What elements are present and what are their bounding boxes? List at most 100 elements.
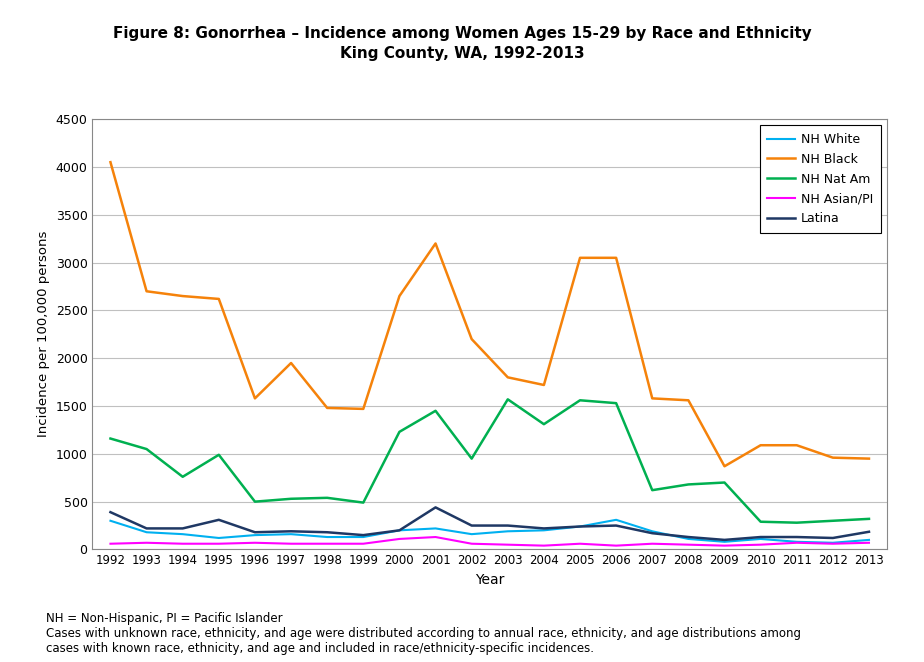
NH White: [322, 533, 333, 541]
NH Black: [719, 462, 730, 470]
NH Black: [322, 404, 333, 412]
NH White: [539, 526, 550, 534]
NH White: [611, 516, 622, 524]
NH Black: [863, 455, 874, 463]
NH Nat Am: [213, 451, 225, 459]
NH White: [430, 524, 441, 532]
NH Black: [539, 381, 550, 389]
NH Nat Am: [358, 498, 369, 506]
Latina: [105, 508, 116, 516]
NH Black: [286, 359, 297, 367]
Latina: [683, 533, 694, 541]
NH White: [286, 530, 297, 538]
NH White: [683, 535, 694, 543]
NH White: [466, 530, 477, 538]
NH Nat Am: [286, 495, 297, 502]
NH Nat Am: [249, 498, 261, 506]
NH Asian/PI: [213, 540, 225, 547]
NH White: [827, 539, 838, 547]
Latina: [575, 522, 586, 530]
NH Nat Am: [539, 420, 550, 428]
NH Asian/PI: [105, 540, 116, 547]
NH Black: [503, 373, 514, 381]
Latina: [827, 534, 838, 542]
NH Nat Am: [466, 455, 477, 463]
NH Asian/PI: [755, 541, 766, 549]
NH Nat Am: [141, 445, 152, 453]
NH White: [791, 538, 802, 545]
NH Black: [791, 442, 802, 449]
NH Asian/PI: [286, 540, 297, 547]
NH White: [575, 522, 586, 530]
NH Asian/PI: [683, 541, 694, 549]
Latina: [466, 522, 477, 530]
NH Nat Am: [719, 479, 730, 487]
NH Nat Am: [394, 428, 405, 436]
NH Nat Am: [430, 407, 441, 415]
Latina: [503, 522, 514, 530]
NH Black: [755, 442, 766, 449]
NH Asian/PI: [249, 539, 261, 547]
X-axis label: Year: Year: [475, 573, 505, 587]
Latina: [322, 528, 333, 536]
NH Black: [249, 395, 261, 402]
NH Asian/PI: [322, 540, 333, 547]
NH Black: [683, 397, 694, 404]
NH White: [105, 517, 116, 525]
NH Nat Am: [177, 473, 188, 481]
NH Nat Am: [647, 486, 658, 494]
NH Asian/PI: [539, 542, 550, 549]
Latina: [863, 528, 874, 536]
NH Nat Am: [755, 518, 766, 526]
NH White: [394, 526, 405, 534]
NH Asian/PI: [827, 540, 838, 547]
NH White: [863, 536, 874, 544]
Latina: [394, 526, 405, 534]
NH Asian/PI: [611, 542, 622, 549]
Line: NH Asian/PI: NH Asian/PI: [111, 537, 869, 545]
NH Black: [213, 295, 225, 303]
Latina: [539, 524, 550, 532]
NH Nat Am: [503, 395, 514, 403]
NH Asian/PI: [177, 540, 188, 547]
NH Asian/PI: [719, 542, 730, 549]
Latina: [141, 524, 152, 532]
NH Black: [141, 287, 152, 295]
NH White: [503, 528, 514, 536]
Line: Latina: Latina: [111, 507, 869, 540]
Text: NH = Non-Hispanic, PI = Pacific Islander
Cases with unknown race, ethnicity, and: NH = Non-Hispanic, PI = Pacific Islander…: [46, 612, 801, 655]
NH Black: [611, 254, 622, 261]
NH White: [647, 528, 658, 536]
Y-axis label: Incidence per 100,000 persons: Incidence per 100,000 persons: [37, 231, 50, 438]
Line: NH Nat Am: NH Nat Am: [111, 399, 869, 523]
Latina: [430, 503, 441, 511]
NH Asian/PI: [466, 540, 477, 547]
Latina: [358, 531, 369, 539]
NH Asian/PI: [863, 539, 874, 547]
NH Nat Am: [575, 397, 586, 404]
NH Asian/PI: [647, 540, 658, 547]
NH White: [177, 530, 188, 538]
NH Asian/PI: [575, 540, 586, 547]
NH Nat Am: [863, 515, 874, 523]
NH Black: [827, 453, 838, 461]
Latina: [286, 528, 297, 536]
Latina: [719, 536, 730, 544]
NH Black: [466, 335, 477, 343]
NH Nat Am: [322, 494, 333, 502]
NH Asian/PI: [141, 539, 152, 547]
NH White: [719, 538, 730, 545]
NH Asian/PI: [394, 535, 405, 543]
Latina: [611, 522, 622, 530]
NH Black: [647, 395, 658, 402]
NH Black: [105, 158, 116, 166]
NH Black: [358, 405, 369, 413]
NH Black: [575, 254, 586, 261]
NH Asian/PI: [358, 540, 369, 547]
Line: NH White: NH White: [111, 520, 869, 543]
NH White: [755, 535, 766, 543]
NH Nat Am: [683, 481, 694, 489]
Latina: [213, 516, 225, 524]
Latina: [177, 524, 188, 532]
NH White: [213, 534, 225, 542]
